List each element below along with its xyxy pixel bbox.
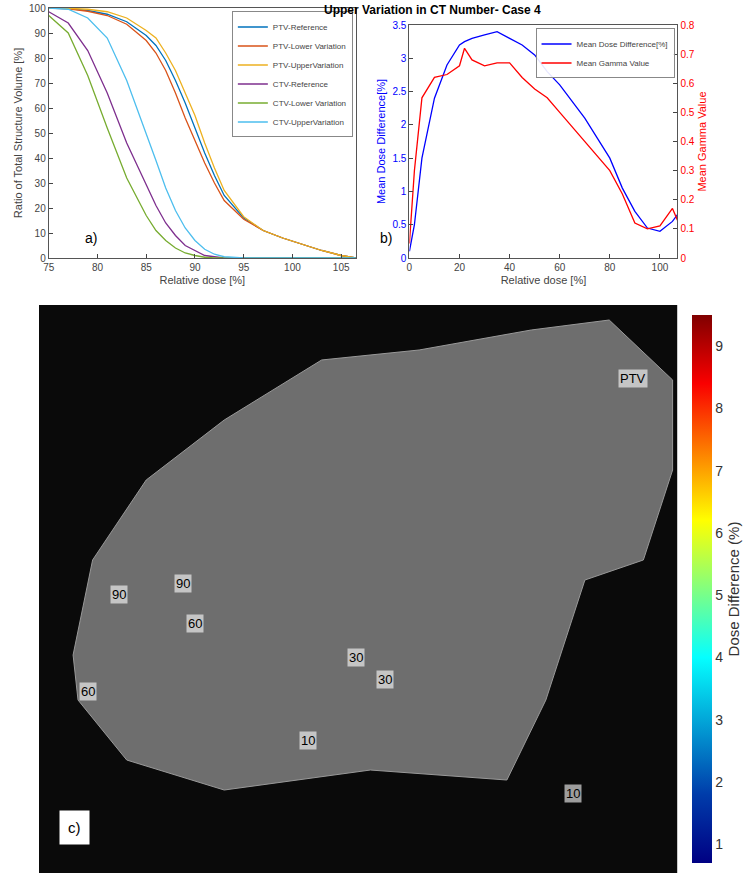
svg-text:70: 70 xyxy=(35,78,47,89)
svg-text:Dose Difference (%): Dose Difference (%) xyxy=(725,522,742,657)
svg-text:10: 10 xyxy=(301,733,315,748)
svg-text:1: 1 xyxy=(715,836,723,852)
svg-text:PTV-UpperVariation: PTV-UpperVariation xyxy=(273,61,344,70)
svg-text:80: 80 xyxy=(92,262,104,273)
svg-text:95: 95 xyxy=(238,262,250,273)
svg-text:PTV-Reference: PTV-Reference xyxy=(273,23,328,32)
svg-text:0: 0 xyxy=(40,253,46,264)
svg-text:0.1: 0.1 xyxy=(680,223,694,234)
svg-text:2.5: 2.5 xyxy=(392,86,406,97)
svg-text:60: 60 xyxy=(35,103,47,114)
svg-text:3: 3 xyxy=(401,53,407,64)
svg-text:Relative dose [%]: Relative dose [%] xyxy=(159,274,245,286)
svg-text:80: 80 xyxy=(35,53,47,64)
svg-text:a): a) xyxy=(85,230,97,246)
svg-text:0.8: 0.8 xyxy=(680,20,694,31)
svg-text:0.3: 0.3 xyxy=(680,165,694,176)
svg-text:90: 90 xyxy=(176,576,190,591)
svg-text:100: 100 xyxy=(29,3,46,14)
svg-text:CTV-Lower Variation: CTV-Lower Variation xyxy=(273,99,346,108)
svg-text:3.5: 3.5 xyxy=(392,20,406,31)
svg-text:90: 90 xyxy=(112,587,126,602)
svg-text:40: 40 xyxy=(35,153,47,164)
svg-text:30: 30 xyxy=(378,672,392,687)
svg-text:85: 85 xyxy=(141,262,153,273)
svg-text:30: 30 xyxy=(349,650,363,665)
svg-text:30: 30 xyxy=(35,178,47,189)
svg-text:60: 60 xyxy=(188,616,202,631)
svg-text:8: 8 xyxy=(715,400,723,416)
svg-text:9: 9 xyxy=(715,338,723,354)
svg-text:105: 105 xyxy=(333,262,350,273)
svg-text:10: 10 xyxy=(35,228,47,239)
svg-text:60: 60 xyxy=(554,262,566,273)
svg-text:b): b) xyxy=(380,230,392,246)
svg-text:6: 6 xyxy=(715,525,723,541)
svg-text:0.7: 0.7 xyxy=(680,49,694,60)
svg-text:Mean Gamma Value: Mean Gamma Value xyxy=(577,59,650,68)
svg-text:0.5: 0.5 xyxy=(392,219,406,230)
svg-text:2: 2 xyxy=(715,774,723,790)
svg-text:20: 20 xyxy=(35,203,47,214)
svg-text:Mean Gamma Value: Mean Gamma Value xyxy=(696,91,708,191)
svg-text:5: 5 xyxy=(715,587,723,603)
svg-text:0: 0 xyxy=(680,253,686,264)
svg-text:75: 75 xyxy=(43,262,55,273)
svg-text:50: 50 xyxy=(35,128,47,139)
svg-text:2: 2 xyxy=(401,119,407,130)
svg-text:100: 100 xyxy=(652,262,669,273)
svg-text:1: 1 xyxy=(401,186,407,197)
svg-text:0: 0 xyxy=(407,262,413,273)
svg-text:0.4: 0.4 xyxy=(680,136,694,147)
svg-text:40: 40 xyxy=(504,262,516,273)
svg-text:0: 0 xyxy=(401,253,407,264)
svg-text:1.5: 1.5 xyxy=(392,153,406,164)
svg-text:CTV-Reference: CTV-Reference xyxy=(273,80,329,89)
svg-text:80: 80 xyxy=(604,262,616,273)
svg-text:7: 7 xyxy=(715,463,723,479)
svg-text:90: 90 xyxy=(35,28,47,39)
svg-text:90: 90 xyxy=(189,262,201,273)
svg-text:100: 100 xyxy=(284,262,301,273)
svg-text:Relative dose [%]: Relative dose [%] xyxy=(501,274,587,286)
svg-text:CTV-UpperVariation: CTV-UpperVariation xyxy=(273,118,344,127)
svg-text:3: 3 xyxy=(715,712,723,728)
svg-text:PTV-Lower Variation: PTV-Lower Variation xyxy=(273,42,346,51)
svg-text:PTV: PTV xyxy=(620,371,646,386)
svg-text:0.5: 0.5 xyxy=(680,107,694,118)
svg-text:20: 20 xyxy=(454,262,466,273)
svg-text:Mean Dose Difference[%]: Mean Dose Difference[%] xyxy=(375,79,387,204)
svg-text:60: 60 xyxy=(81,684,95,699)
svg-text:Mean Dose Difference[%]: Mean Dose Difference[%] xyxy=(577,40,668,49)
svg-text:10: 10 xyxy=(566,786,580,801)
svg-text:4: 4 xyxy=(715,649,723,665)
svg-text:Upper Variation in CT Number-: Upper Variation in CT Number- Case 4 xyxy=(324,3,541,17)
svg-text:c): c) xyxy=(68,819,81,836)
svg-text:0.2: 0.2 xyxy=(680,194,694,205)
svg-text:Ratio of Total Structure Volum: Ratio of Total Structure Volume [%] xyxy=(12,48,24,218)
svg-text:0.6: 0.6 xyxy=(680,78,694,89)
